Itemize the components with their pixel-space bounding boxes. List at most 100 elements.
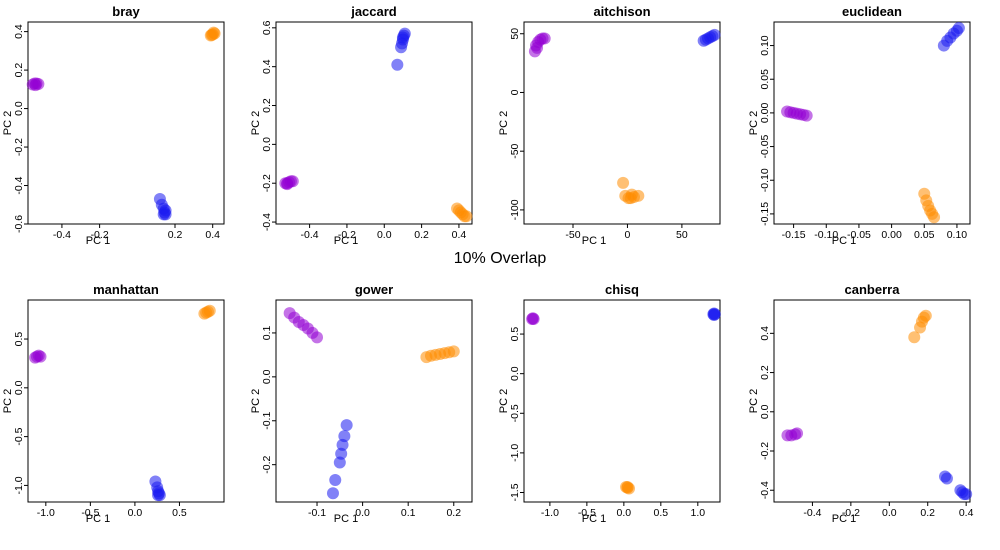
y-tick-label: 0.0 xyxy=(13,101,25,116)
x-tick-label: 0.1 xyxy=(401,507,416,519)
x-tick-label: 0.10 xyxy=(947,229,968,241)
x-tick-label: 0.2 xyxy=(920,507,935,519)
y-axis-label: PC 2 xyxy=(250,389,262,413)
data-point xyxy=(326,487,339,500)
x-tick-label: 0.0 xyxy=(128,507,143,519)
data-point xyxy=(447,345,460,358)
y-axis-label: PC 2 xyxy=(498,111,510,135)
y-tick-label: 0.0 xyxy=(759,404,771,419)
y-tick-label: 0 xyxy=(509,89,521,95)
y-tick-label: -0.05 xyxy=(759,134,771,158)
x-tick-label: -0.4 xyxy=(53,229,71,241)
y-axis-label: PC 2 xyxy=(2,389,14,413)
data-point xyxy=(338,430,351,443)
y-axis-label: PC 2 xyxy=(250,111,262,135)
data-point xyxy=(621,480,634,493)
y-tick-label: -0.1 xyxy=(261,412,273,430)
y-axis-label: PC 2 xyxy=(498,389,510,413)
plot-frame xyxy=(27,299,225,503)
panel-chisq: chisq -1.0 -0.5 0.0 0.5 1.0 -1.5 -1.0 -0.5 0.0 0.5… xyxy=(498,282,721,525)
y-tick-label: -0.4 xyxy=(261,213,273,231)
x-tick-label: 0.05 xyxy=(914,229,935,241)
y-tick-label: -0.10 xyxy=(759,168,771,192)
y-tick-label: -0.4 xyxy=(13,176,25,194)
y-axis-label: PC 2 xyxy=(748,111,760,135)
x-tick-label: 1.0 xyxy=(691,507,706,519)
plot-frame xyxy=(523,299,721,503)
y-tick-label: 0.00 xyxy=(759,103,771,124)
y-tick-label: 50 xyxy=(509,28,521,40)
y-axis-label: PC 2 xyxy=(748,389,760,413)
x-tick-label: -0.4 xyxy=(301,229,319,241)
x-tick-label: -1.0 xyxy=(541,507,559,519)
data-point xyxy=(311,331,324,344)
x-axis-label: PC 1 xyxy=(334,235,358,247)
x-tick-label: 0.4 xyxy=(452,229,467,241)
data-point xyxy=(919,309,932,322)
panel-title: aitchison xyxy=(593,4,650,19)
x-tick-label: -0.2 xyxy=(338,229,356,241)
data-point xyxy=(800,109,813,122)
data-point xyxy=(391,58,404,71)
y-tick-label: -100 xyxy=(509,199,521,220)
x-tick-label: 0.2 xyxy=(446,507,461,519)
data-point xyxy=(205,28,218,41)
plot-frame xyxy=(275,299,473,503)
data-point xyxy=(791,427,804,440)
x-tick-label: 0.4 xyxy=(205,229,220,241)
panel-title: euclidean xyxy=(842,4,902,19)
x-tick-label: -0.2 xyxy=(842,507,860,519)
x-tick-label: 0.4 xyxy=(959,507,974,519)
y-tick-label: 0.2 xyxy=(261,98,273,113)
x-tick-label: -0.2 xyxy=(91,229,109,241)
y-tick-label: 0.4 xyxy=(261,59,273,74)
data-point xyxy=(527,313,540,326)
x-tick-label: 0.0 xyxy=(377,229,392,241)
x-tick-label: 50 xyxy=(676,229,688,241)
x-tick-label: 0.2 xyxy=(414,229,429,241)
data-point xyxy=(952,22,965,35)
figure-title: 10% Overlap xyxy=(454,250,547,267)
data-point xyxy=(460,210,473,223)
y-tick-label: -0.15 xyxy=(759,202,771,226)
data-point xyxy=(333,456,346,469)
data-point xyxy=(940,472,953,485)
x-tick-label: 0.5 xyxy=(654,507,669,519)
x-tick-label: -0.10 xyxy=(814,229,838,241)
x-tick-label: 0.5 xyxy=(172,507,187,519)
y-tick-label: 0.1 xyxy=(261,325,273,340)
panel-title: canberra xyxy=(845,282,901,297)
y-tick-label: 0.0 xyxy=(13,380,25,395)
panel-gower: gower -0.1 0.0 0.1 0.2 -0.2 -0.1 0.0 0.1 PC 1 PC 2 xyxy=(250,282,473,525)
panel-bray: bray -0.4 -0.2 0.2 0.4 -0.6 -0.4 -0.2 0.0 0.2 0.4 P… xyxy=(2,4,225,247)
panel-title: manhattan xyxy=(93,282,159,297)
y-tick-label: -0.2 xyxy=(261,455,273,473)
y-axis-label: PC 2 xyxy=(2,111,14,135)
y-tick-label: -0.6 xyxy=(13,215,25,233)
data-point xyxy=(281,178,294,191)
data-point xyxy=(29,79,42,92)
panel-canberra: canberra -0.4 -0.2 0.0 0.2 0.4 -0.4 -0.2 0.0 0.2 0… xyxy=(748,282,974,525)
y-tick-label: -50 xyxy=(509,143,521,158)
y-tick-label: 0.0 xyxy=(261,369,273,384)
data-point xyxy=(159,204,172,217)
x-tick-label: -0.5 xyxy=(81,507,99,519)
x-axis-label: PC 1 xyxy=(334,513,358,525)
y-tick-label: 0.2 xyxy=(759,365,771,380)
y-tick-label: -0.2 xyxy=(759,442,771,460)
data-point xyxy=(708,309,721,322)
y-tick-label: 0.5 xyxy=(509,327,521,342)
data-point xyxy=(396,31,409,44)
panel-title: bray xyxy=(112,4,140,19)
panel-title: chisq xyxy=(605,282,639,297)
x-tick-label: -0.15 xyxy=(782,229,806,241)
data-point xyxy=(538,32,551,45)
x-tick-label: 0.2 xyxy=(168,229,183,241)
y-tick-label: 0.5 xyxy=(13,332,25,347)
y-tick-label: -1.0 xyxy=(509,444,521,462)
y-tick-label: 0.0 xyxy=(509,366,521,381)
x-tick-label: 0.0 xyxy=(882,507,897,519)
plot-frame xyxy=(773,299,971,503)
data-point xyxy=(617,176,630,189)
plot-frame xyxy=(773,21,971,225)
